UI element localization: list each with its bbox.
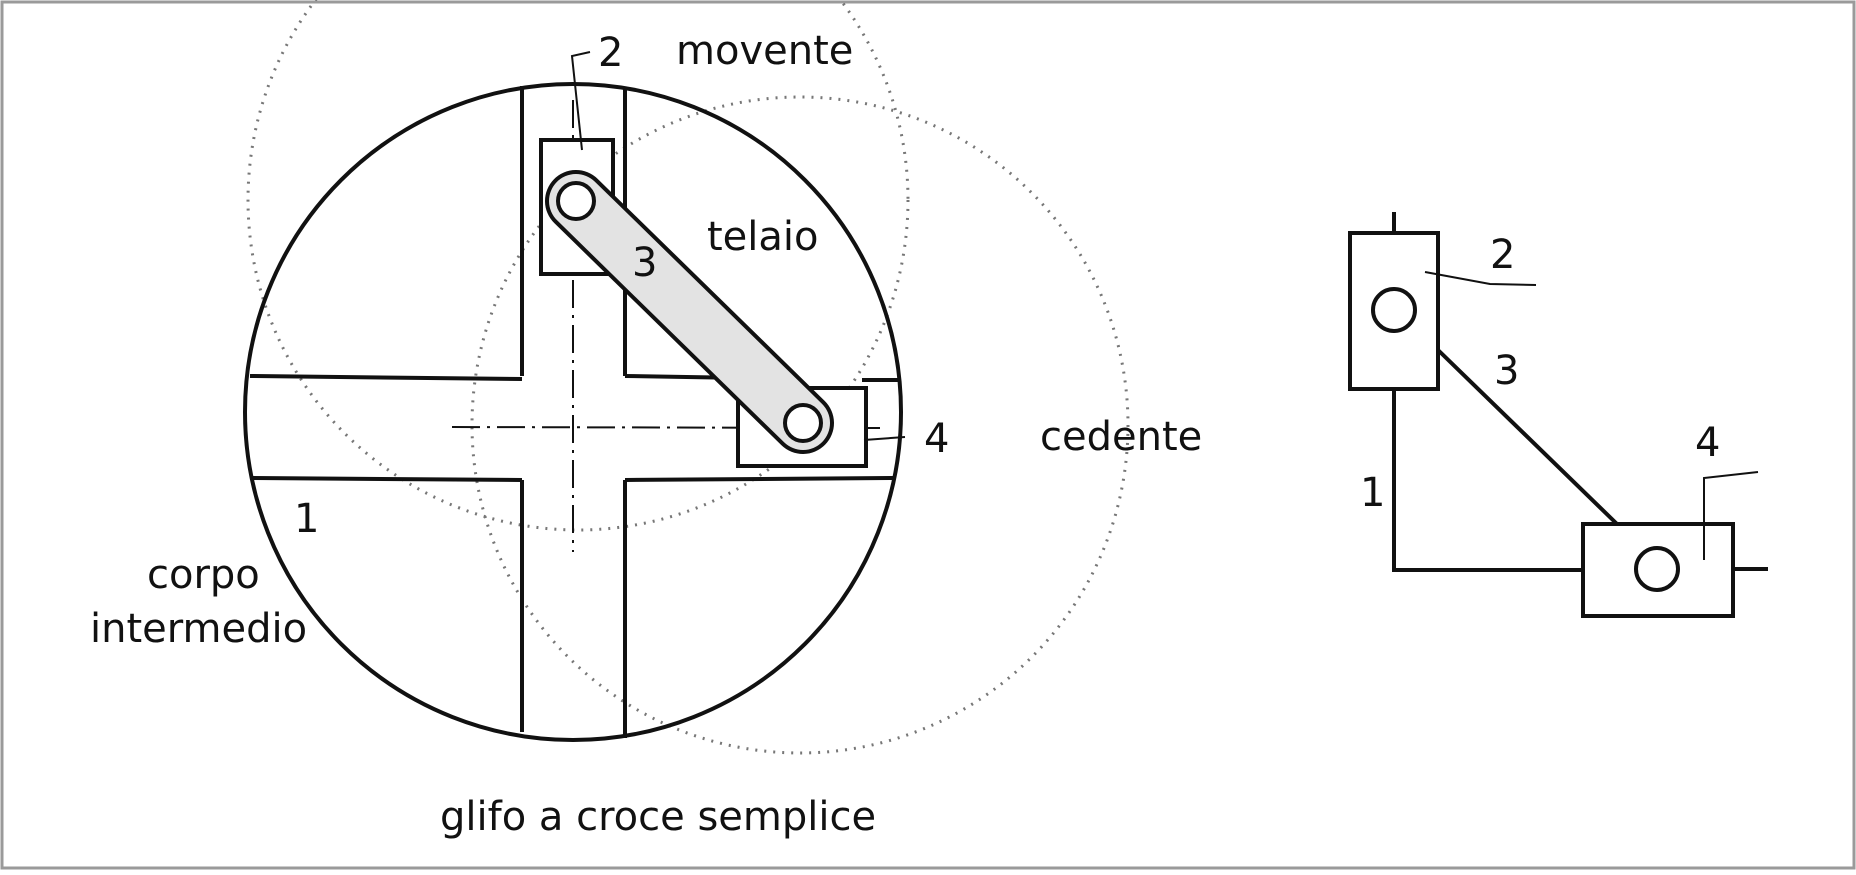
- schema-number-4: 4: [1695, 420, 1720, 466]
- dotted-circle-cedente: [470, 95, 1130, 755]
- schema-leader-4: [1703, 471, 1759, 560]
- label-corpo: corpo: [147, 552, 260, 598]
- schema-slider-4: [1581, 522, 1735, 618]
- label-movente: movente: [676, 28, 853, 74]
- schema-pin-4: [1634, 546, 1680, 592]
- leader-4: [863, 436, 906, 441]
- number-1: 1: [294, 496, 319, 542]
- schema-leader-2: [1424, 271, 1537, 286]
- channel-horizontal-left-top: [249, 374, 523, 381]
- schema-link-3: [1436, 348, 1619, 526]
- channel-horizontal-left-bottom: [249, 476, 523, 482]
- channel-horizontal-right-bottom: [624, 476, 896, 482]
- schema-pin-2: [1371, 287, 1417, 333]
- link-3-body: [549, 174, 830, 450]
- label-cedente: cedente: [1040, 414, 1202, 460]
- diagram-caption: glifo a croce semplice: [440, 794, 876, 840]
- label-telaio: telaio: [707, 214, 819, 260]
- label-intermedio: intermedio: [90, 606, 307, 652]
- schema-number-1: 1: [1360, 470, 1385, 516]
- pin-right: [783, 403, 823, 443]
- leader-2: [570, 51, 591, 151]
- cross-slider-mechanism: 2 3 4 1 movente telaio cedente corpo int…: [90, 0, 1202, 840]
- kinematic-schema: 2 3 1 4: [1348, 212, 1768, 618]
- pin-top: [556, 181, 596, 221]
- dotted-circle-movente: [246, 0, 910, 532]
- schema-link-1: [1392, 389, 1583, 572]
- number-4: 4: [924, 416, 949, 462]
- centerline-horizontal: [451, 426, 881, 429]
- number-3: 3: [632, 240, 657, 286]
- schema-number-3: 3: [1494, 348, 1519, 394]
- body-circle: [243, 82, 903, 742]
- number-2: 2: [598, 30, 623, 76]
- schema-slider-2: [1348, 231, 1440, 391]
- schema-number-2: 2: [1490, 232, 1515, 278]
